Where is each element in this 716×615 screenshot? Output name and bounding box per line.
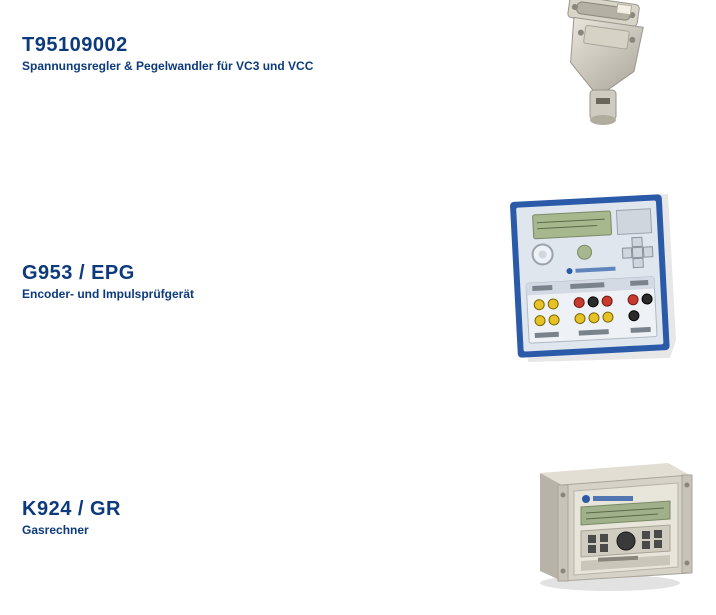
product-subtitle: Encoder- und Impulsprüfgerät — [22, 287, 194, 301]
product-image-g953 — [500, 190, 680, 368]
product-image-t95109002 — [548, 0, 658, 130]
product-text-k924: K924 / GR Gasrechner — [22, 498, 121, 537]
product-image-k924 — [518, 455, 698, 595]
connector-adapter-icon — [548, 0, 658, 130]
rack-unit-icon — [518, 455, 698, 595]
product-text-t95109002: T95109002 Spannungsregler & Pegelwandler… — [22, 34, 313, 73]
product-text-g953: G953 / EPG Encoder- und Impulsprüfgerät — [22, 262, 194, 301]
product-subtitle: Gasrechner — [22, 523, 121, 537]
product-title: K924 / GR — [22, 498, 121, 521]
test-panel-icon — [500, 190, 680, 368]
product-subtitle: Spannungsregler & Pegelwandler für VC3 u… — [22, 59, 313, 73]
product-title: G953 / EPG — [22, 262, 194, 285]
product-title: T95109002 — [22, 34, 313, 57]
